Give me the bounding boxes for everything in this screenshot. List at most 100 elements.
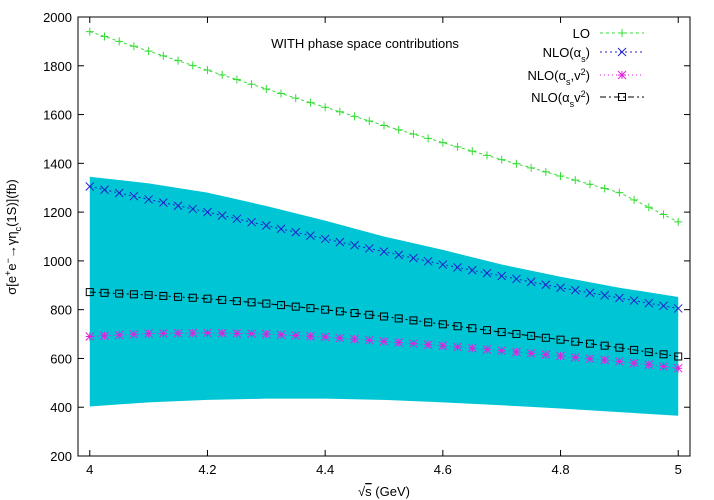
data-point (424, 318, 433, 327)
legend-label-nlo-as: NLO(αs) (543, 45, 590, 64)
data-point (350, 240, 359, 250)
data-point (467, 265, 477, 275)
confidence-band (89, 176, 679, 416)
data-point (674, 352, 683, 361)
data-point (100, 288, 109, 297)
legend-label-lo: LO (573, 26, 590, 41)
data-point (526, 348, 536, 358)
data-point (247, 329, 256, 339)
data-point (467, 343, 477, 353)
data-point (379, 337, 389, 346)
data-point (261, 221, 271, 230)
data-point (615, 293, 624, 303)
plot-frame (77, 16, 691, 457)
legend-marker (617, 47, 627, 57)
data-point (644, 298, 654, 308)
data-point (335, 107, 344, 116)
x-axis-label: √s (GeV) (358, 484, 410, 499)
data-point (379, 247, 389, 256)
data-point (438, 138, 447, 147)
legend-marker (617, 70, 627, 80)
data-point (497, 271, 507, 281)
axis-ticks: 4 4.2 4.4 4.6 4.8 5 200 400 600 800 1000 1200 1400 16… (43, 10, 690, 477)
series-0 (85, 27, 683, 226)
data-point (320, 332, 330, 342)
data-point (321, 305, 330, 314)
data-point (541, 333, 550, 342)
legend-marker (618, 93, 626, 101)
data-point (600, 291, 610, 300)
data-point (247, 80, 256, 89)
data-point (188, 328, 198, 338)
data-point (115, 37, 124, 46)
data-point (174, 56, 183, 65)
data-point (276, 224, 286, 234)
data-point (570, 285, 580, 295)
data-point (364, 335, 374, 345)
data-point (600, 341, 609, 350)
x-tick-label: 4.4 (316, 462, 334, 477)
data-point (394, 250, 404, 260)
data-point (453, 263, 462, 272)
data-point (174, 292, 183, 301)
data-point (320, 234, 330, 244)
band-area (89, 176, 679, 416)
x-tick-label: 4 (86, 462, 93, 477)
data-point (409, 253, 418, 263)
series-3 (85, 288, 683, 361)
data-point (114, 188, 124, 198)
data-point (291, 94, 300, 103)
data-point (526, 277, 536, 287)
legend-marker (618, 29, 626, 37)
data-point (644, 348, 653, 357)
y-tick-label: 800 (50, 303, 72, 318)
series-layer (85, 27, 683, 373)
data-point (630, 195, 639, 204)
data-point (585, 180, 594, 189)
data-point (600, 184, 609, 193)
data-point (585, 288, 595, 298)
data-point (85, 182, 95, 191)
data-point (482, 151, 491, 160)
data-point (512, 347, 521, 357)
data-point (380, 312, 388, 321)
data-point (188, 61, 197, 70)
data-point (261, 329, 271, 339)
data-point (276, 330, 286, 340)
data-point (335, 237, 345, 247)
series-2 (85, 328, 683, 373)
data-point (556, 283, 565, 293)
data-point (217, 328, 227, 338)
data-point (262, 84, 271, 93)
data-point (159, 291, 168, 300)
y-tick-label: 2000 (43, 10, 72, 25)
data-point (497, 155, 506, 164)
data-point (232, 297, 241, 306)
data-point (674, 217, 683, 226)
data-point (114, 330, 124, 340)
series-line (89, 291, 679, 357)
data-point (644, 203, 653, 212)
data-point (659, 301, 668, 311)
data-point (203, 328, 212, 338)
data-point (497, 346, 507, 355)
data-point (173, 328, 183, 338)
data-point (291, 302, 300, 311)
data-point (144, 47, 153, 56)
y-tick-label: 1800 (43, 59, 72, 74)
data-point (218, 295, 227, 304)
data-point (615, 343, 624, 352)
x-tick-label: 4.6 (434, 462, 452, 477)
data-point (629, 296, 639, 305)
y-tick-label: 1600 (43, 108, 72, 123)
data-point (482, 326, 491, 335)
data-point (100, 185, 109, 195)
data-point (394, 125, 403, 134)
data-point (85, 332, 95, 341)
data-point (541, 350, 551, 360)
y-tick-label: 400 (50, 400, 72, 415)
data-point (335, 307, 344, 316)
data-point (453, 322, 462, 331)
data-point (453, 342, 462, 352)
data-point (423, 256, 433, 266)
